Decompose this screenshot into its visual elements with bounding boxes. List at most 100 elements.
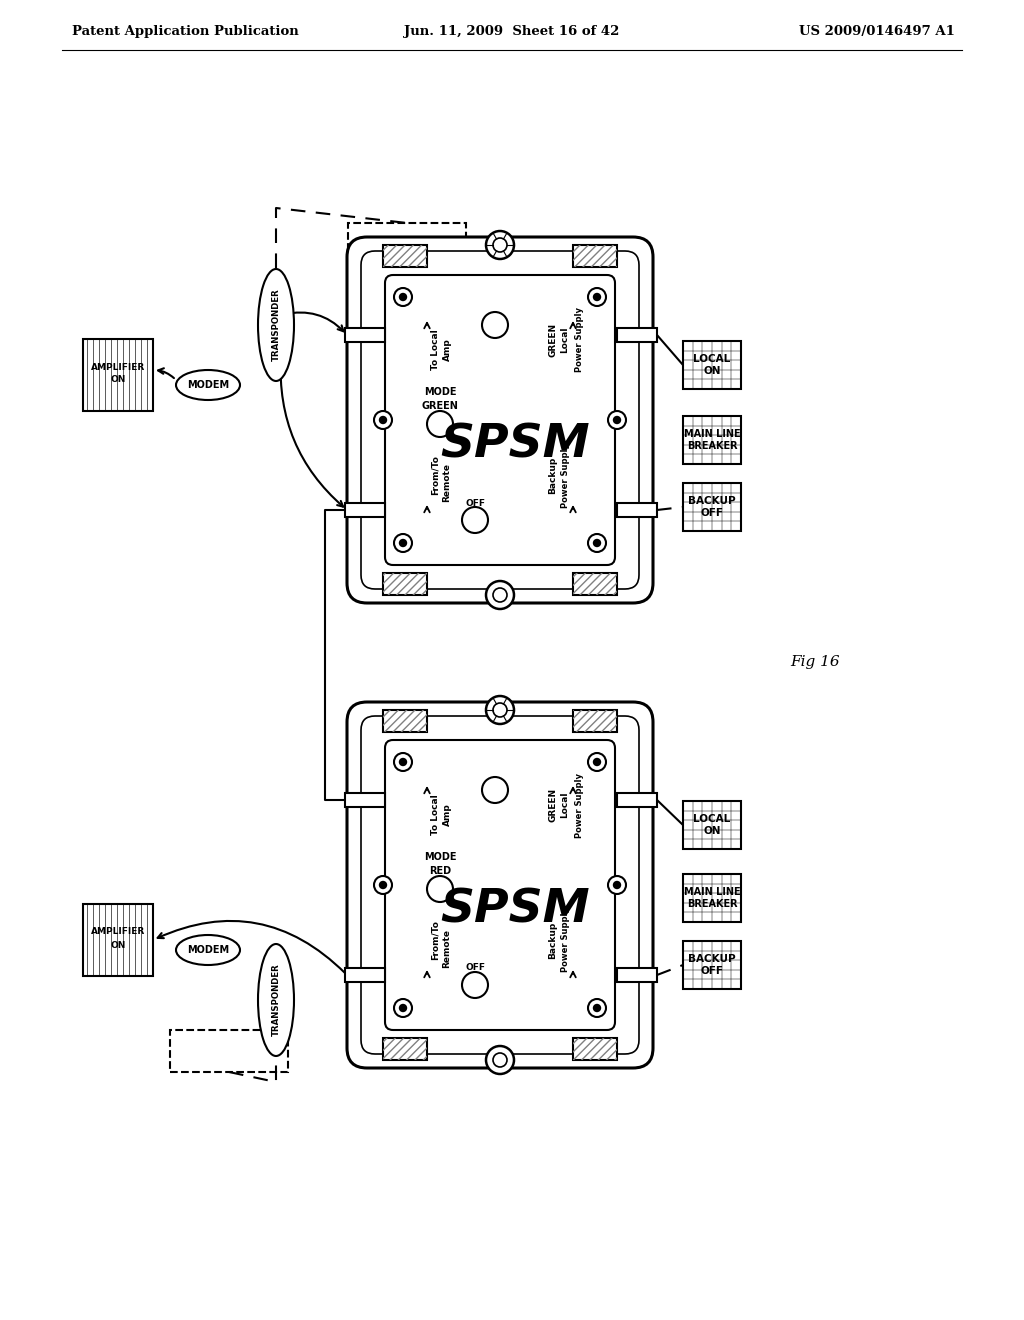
Bar — [383, 246, 427, 267]
Circle shape — [462, 972, 488, 998]
Ellipse shape — [176, 370, 240, 400]
Text: MODEM: MODEM — [187, 380, 229, 389]
Text: MAIN LINE: MAIN LINE — [684, 429, 740, 440]
Text: Amp: Amp — [442, 339, 452, 362]
Circle shape — [493, 238, 507, 252]
Bar — [383, 246, 427, 267]
Circle shape — [608, 411, 626, 429]
Text: LOCAL: LOCAL — [693, 354, 731, 364]
Text: GREEN: GREEN — [549, 323, 557, 358]
Circle shape — [380, 417, 386, 424]
Text: OFF: OFF — [700, 508, 724, 517]
Bar — [348, 223, 466, 265]
Circle shape — [427, 876, 453, 902]
Circle shape — [486, 581, 514, 609]
Bar — [345, 503, 385, 517]
Text: MAIN LINE: MAIN LINE — [684, 887, 740, 898]
Text: Power Supply: Power Supply — [560, 908, 569, 973]
Circle shape — [482, 312, 508, 338]
Bar — [683, 874, 741, 921]
Bar — [383, 710, 427, 733]
Circle shape — [374, 411, 392, 429]
Bar — [573, 1038, 617, 1060]
Text: Power Supply: Power Supply — [574, 772, 584, 837]
Bar — [573, 573, 617, 595]
Bar — [683, 341, 741, 389]
FancyBboxPatch shape — [361, 715, 639, 1053]
Bar — [683, 416, 741, 465]
Ellipse shape — [176, 935, 240, 965]
Text: OFF: OFF — [465, 964, 485, 973]
Bar — [573, 710, 617, 733]
Bar — [383, 1038, 427, 1060]
Text: SPSM: SPSM — [440, 887, 590, 932]
Text: Power Supply: Power Supply — [560, 442, 569, 507]
FancyBboxPatch shape — [385, 275, 615, 565]
Text: TRANSPONDER: TRANSPONDER — [271, 964, 281, 1036]
Circle shape — [493, 587, 507, 602]
Text: Remote: Remote — [442, 463, 452, 503]
Circle shape — [594, 759, 600, 766]
Text: Backup: Backup — [549, 921, 557, 958]
Text: AMPLIFIER: AMPLIFIER — [91, 363, 145, 371]
Circle shape — [399, 759, 407, 766]
Circle shape — [462, 507, 488, 533]
Circle shape — [394, 288, 412, 306]
Text: Power Supply: Power Supply — [574, 308, 584, 372]
Text: SPSM: SPSM — [440, 422, 590, 467]
Circle shape — [427, 411, 453, 437]
Bar — [573, 246, 617, 267]
Text: BREAKER: BREAKER — [687, 441, 737, 450]
Bar — [83, 339, 153, 411]
Bar — [345, 327, 385, 342]
Circle shape — [394, 535, 412, 552]
Text: Backup: Backup — [549, 457, 557, 494]
Circle shape — [613, 417, 621, 424]
Bar — [383, 710, 427, 733]
Bar — [383, 573, 427, 595]
Circle shape — [399, 293, 407, 301]
Text: Fig 16: Fig 16 — [790, 655, 840, 669]
Bar — [683, 941, 741, 989]
Circle shape — [594, 540, 600, 546]
Text: BACKUP: BACKUP — [688, 954, 736, 964]
Text: ON: ON — [703, 366, 721, 376]
Text: OFF: OFF — [700, 966, 724, 975]
Bar — [617, 503, 657, 517]
Circle shape — [380, 882, 386, 888]
Circle shape — [588, 288, 606, 306]
Text: From/To: From/To — [430, 455, 439, 495]
Circle shape — [399, 540, 407, 546]
Circle shape — [588, 999, 606, 1016]
Text: BACKUP: BACKUP — [688, 496, 736, 507]
Circle shape — [482, 777, 508, 803]
Circle shape — [588, 752, 606, 771]
Circle shape — [394, 999, 412, 1016]
Ellipse shape — [258, 944, 294, 1056]
Bar — [83, 904, 153, 975]
Text: To Local: To Local — [430, 795, 439, 836]
Circle shape — [613, 882, 621, 888]
FancyBboxPatch shape — [361, 251, 639, 589]
Text: ON: ON — [703, 826, 721, 836]
Bar — [345, 793, 385, 807]
FancyBboxPatch shape — [385, 741, 615, 1030]
Text: OFF: OFF — [465, 499, 485, 507]
FancyBboxPatch shape — [347, 702, 653, 1068]
Ellipse shape — [258, 269, 294, 381]
Bar — [383, 573, 427, 595]
Text: Patent Application Publication: Patent Application Publication — [72, 25, 299, 38]
Text: From/To: From/To — [430, 920, 439, 960]
Circle shape — [594, 1005, 600, 1011]
Circle shape — [399, 1005, 407, 1011]
Text: TRANSPONDER: TRANSPONDER — [271, 289, 281, 362]
Text: To Local: To Local — [430, 330, 439, 371]
Text: GREEN: GREEN — [422, 401, 459, 411]
Circle shape — [486, 1045, 514, 1074]
Circle shape — [486, 696, 514, 723]
Bar — [573, 710, 617, 733]
Bar — [617, 968, 657, 982]
Text: Local: Local — [560, 792, 569, 818]
Text: MODE: MODE — [424, 387, 457, 397]
Circle shape — [486, 231, 514, 259]
